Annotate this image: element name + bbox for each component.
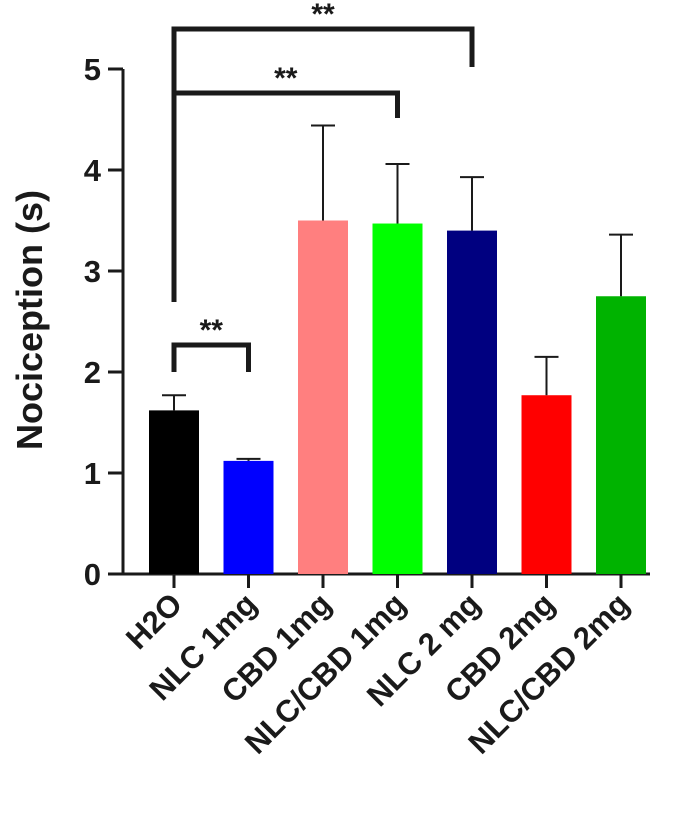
y-tick-label: 5 <box>84 52 101 87</box>
y-tick-label: 3 <box>84 254 101 289</box>
significance-bracket <box>171 342 251 372</box>
bar <box>223 460 274 574</box>
error-bars <box>162 124 633 461</box>
bar <box>372 223 423 574</box>
significance-bracket <box>171 90 400 302</box>
y-ticks: 0 1 2 3 4 5 <box>84 52 123 592</box>
y-axis-title: Nociception (s) <box>9 190 50 450</box>
bar <box>596 296 646 574</box>
bar <box>447 230 497 574</box>
significance-label: ** <box>200 314 224 347</box>
bar <box>521 395 572 574</box>
y-tick-label: 2 <box>84 355 101 390</box>
y-tick-label: 0 <box>84 557 101 592</box>
significance-brackets: ** ** ** <box>171 0 475 372</box>
bars <box>149 220 646 574</box>
significance-bracket <box>171 26 475 302</box>
significance-label: ** <box>274 62 298 95</box>
y-tick-label: 4 <box>84 153 102 188</box>
significance-label: ** <box>311 0 335 31</box>
bar <box>298 220 348 574</box>
y-tick-label: 1 <box>84 456 101 491</box>
bar <box>149 410 199 574</box>
